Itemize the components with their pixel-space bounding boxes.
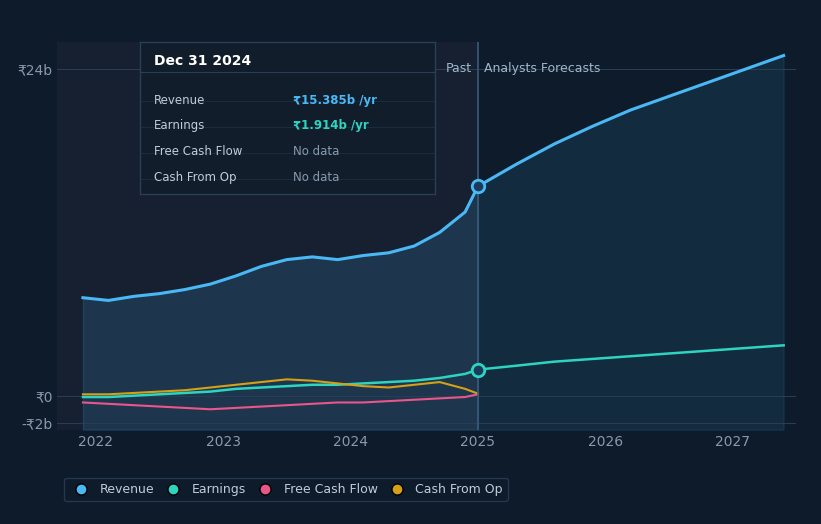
Legend: Revenue, Earnings, Free Cash Flow, Cash From Op: Revenue, Earnings, Free Cash Flow, Cash … [64,478,508,501]
Text: ₹15.385b /yr: ₹15.385b /yr [293,94,378,106]
Text: Dec 31 2024: Dec 31 2024 [154,54,251,68]
Text: No data: No data [293,145,340,158]
Text: No data: No data [293,171,340,184]
Text: Free Cash Flow: Free Cash Flow [154,145,243,158]
Bar [57,42,478,430]
Text: Earnings: Earnings [154,119,206,133]
Text: Analysts Forecasts: Analysts Forecasts [484,62,601,75]
Text: Past: Past [445,62,471,75]
Text: Revenue: Revenue [154,94,206,106]
Text: ₹1.914b /yr: ₹1.914b /yr [293,119,369,133]
Bar [478,42,796,430]
Text: Cash From Op: Cash From Op [154,171,236,184]
